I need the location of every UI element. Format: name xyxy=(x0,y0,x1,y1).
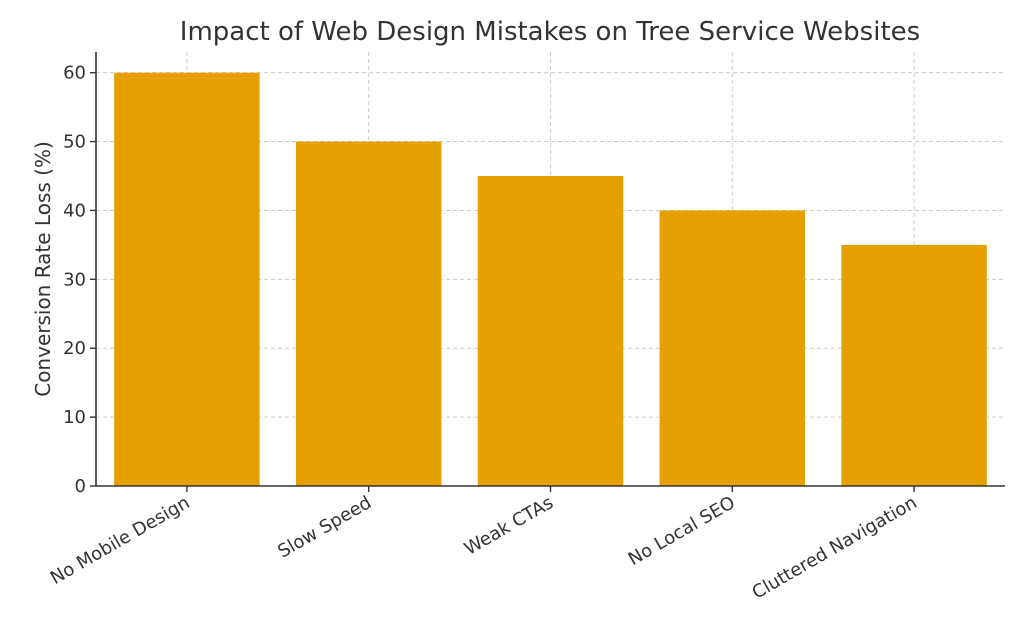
y-tick-label: 20 xyxy=(63,338,86,359)
y-tick-label: 30 xyxy=(63,269,86,290)
y-tick-label: 40 xyxy=(63,200,86,221)
x-ticks-layer: No Mobile Design Slow Speed Weak CTAs No Lo… xyxy=(47,486,921,604)
chart-title: Impact of Web Design Mistakes on Tree Se… xyxy=(180,17,920,47)
x-tick-label: Slow Speed xyxy=(274,492,375,562)
x-tick-label: Weak CTAs xyxy=(461,492,557,560)
y-tick-label: 10 xyxy=(63,407,86,428)
y-tick-label: 60 xyxy=(63,63,86,84)
x-tick-label: Cluttered Navigation xyxy=(749,492,921,603)
x-tick-label: No Mobile Design xyxy=(47,492,194,589)
bar xyxy=(295,141,442,487)
bars-layer xyxy=(114,72,987,487)
y-axis-label: Conversion Rate Loss (%) xyxy=(31,141,55,397)
bar xyxy=(841,244,987,486)
y-tick-label: 50 xyxy=(63,132,86,153)
bar xyxy=(114,72,260,487)
x-tick-label: No Local SEO xyxy=(625,492,739,570)
bar xyxy=(659,210,806,486)
y-ticks-layer: 0 10 20 30 40 50 60 xyxy=(63,63,96,497)
y-tick-label: 0 xyxy=(75,476,86,497)
bar xyxy=(477,176,624,486)
